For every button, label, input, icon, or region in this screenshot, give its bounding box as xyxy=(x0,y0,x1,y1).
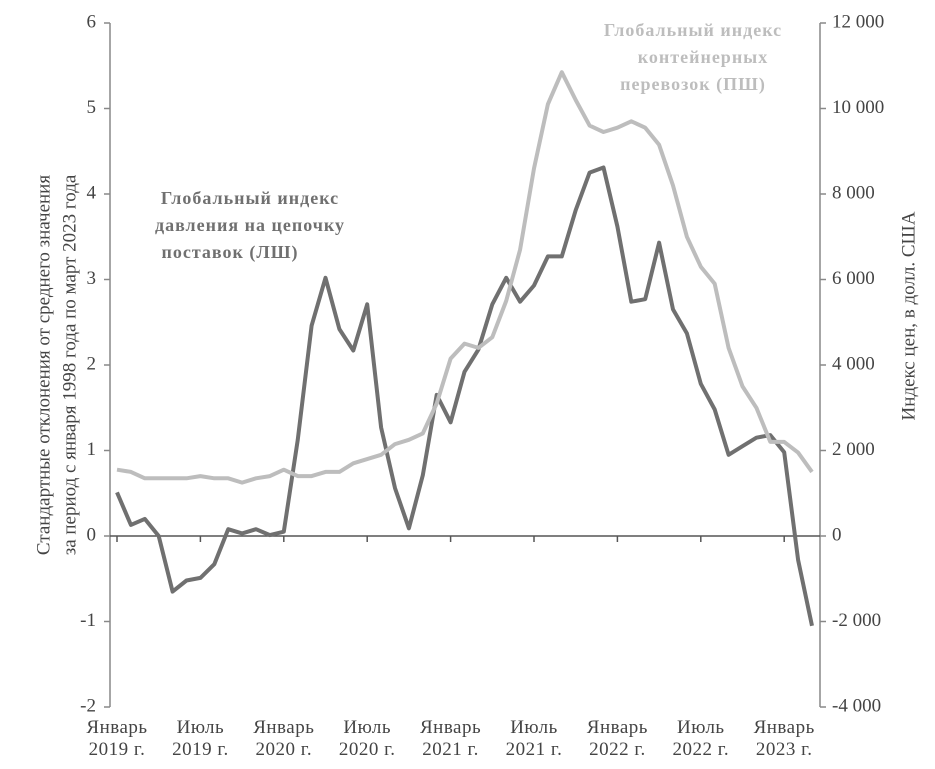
x-tick-label: Июль 2020 г. xyxy=(338,717,396,760)
y2-axis-label: Индекс цен, в долл. США xyxy=(898,211,919,420)
y2-tick-label: 12 000 xyxy=(832,11,884,32)
y-axis-label: за период с января 1998 года по март 202… xyxy=(59,174,80,555)
series-line xyxy=(116,70,814,485)
series-line xyxy=(115,165,814,627)
y-tick-label: 1 xyxy=(87,439,97,460)
y2-tick-label: 6 000 xyxy=(832,268,875,289)
y-tick-label: 3 xyxy=(87,268,97,289)
y-tick-label: 4 xyxy=(87,182,97,203)
y2-tick-label: 2 000 xyxy=(832,439,875,460)
x-tick-label: Июль 2021 г. xyxy=(505,717,563,760)
y-tick-label: 2 xyxy=(87,353,97,374)
y2-tick-label: -4 000 xyxy=(832,695,881,716)
x-tick-label: Июль 2022 г. xyxy=(672,717,730,760)
y2-tick-label: -2 000 xyxy=(832,610,881,631)
y-tick-label: -2 xyxy=(80,695,96,716)
x-tick-label: Январь 2020 г. xyxy=(253,717,315,760)
x-tick-label: Январь 2022 г. xyxy=(586,717,648,760)
y2-tick-label: 4 000 xyxy=(832,353,875,374)
x-tick-label: Январь 2019 г. xyxy=(86,717,148,760)
series-annotation: Глобальный индекс xyxy=(161,188,339,208)
y-tick-label: 6 xyxy=(87,11,97,32)
series-annotation: поставок (ЛШ) xyxy=(161,242,298,263)
series-annotation: Глобальный индекс xyxy=(604,20,782,40)
y-tick-label: -1 xyxy=(80,610,96,631)
x-tick-label: Январь 2021 г. xyxy=(420,717,482,760)
series-annotation: давления на цепочку xyxy=(155,215,345,235)
y-axis-label: Стандартные отклонения от среднего значе… xyxy=(33,175,54,555)
x-tick-label: Январь 2023 г. xyxy=(753,717,815,760)
series-annotation: перевозок (ПШ) xyxy=(620,74,766,95)
series-annotation: контейнерных xyxy=(638,47,769,67)
y2-tick-label: 10 000 xyxy=(832,97,884,118)
y2-tick-label: 0 xyxy=(832,524,842,545)
x-tick-label: Июль 2019 г. xyxy=(172,717,229,760)
y2-tick-label: 8 000 xyxy=(832,182,875,203)
y-tick-label: 0 xyxy=(87,524,97,545)
y-tick-label: 5 xyxy=(87,97,97,118)
